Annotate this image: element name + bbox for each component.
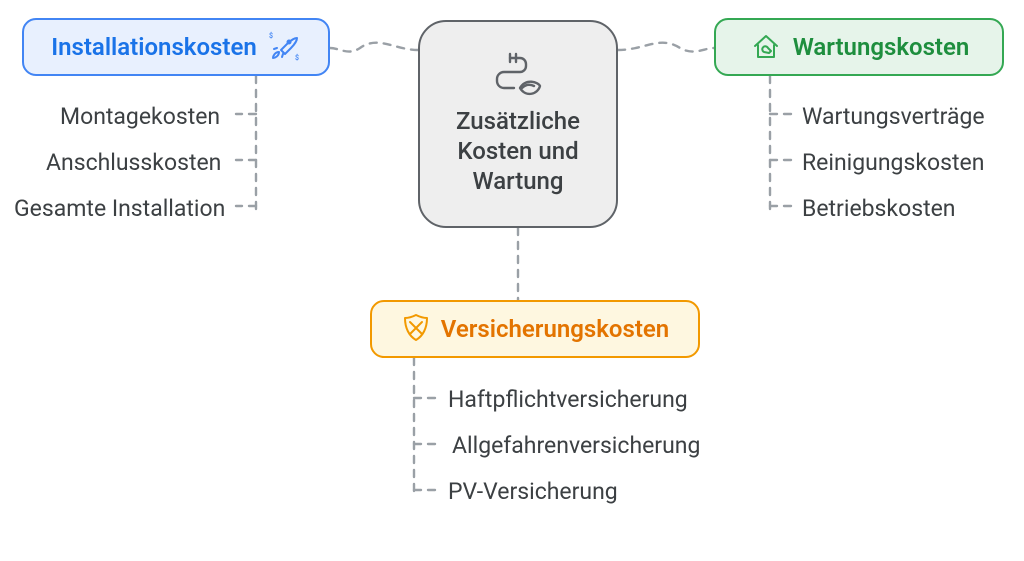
sub-item-insure-2: PV-Versicherung (448, 478, 618, 505)
rocket-icon: $ $ (267, 30, 301, 64)
sub-item-install-1: Anschlusskosten (46, 149, 221, 176)
sub-item-insure-1: Allgefahrenversicherung (452, 432, 700, 459)
sub-item-install-0: Montagekosten (60, 103, 220, 130)
plug-leaf-icon (490, 52, 546, 100)
branch-label-maint: Wartungskosten (793, 33, 970, 61)
sub-item-insure-0: Haftpflichtversicherung (448, 386, 688, 413)
center-node: Zusätzliche Kosten und Wartung (418, 20, 618, 228)
diagram-stage: Zusätzliche Kosten und Wartung Installat… (0, 0, 1024, 561)
connector-center_to_install (330, 43, 418, 52)
sub-item-install-2: Gesamte Installation (14, 195, 225, 222)
shield-icon (401, 312, 431, 346)
center-title-line3: Wartung (456, 166, 580, 196)
svg-text:$: $ (295, 54, 299, 62)
center-title: Zusätzliche Kosten und Wartung (456, 106, 580, 196)
sub-item-maint-2: Betriebskosten (802, 195, 956, 222)
house-wrench-icon (749, 30, 783, 64)
sub-item-maint-1: Reinigungskosten (802, 149, 984, 176)
branch-label-insure: Versicherungskosten (441, 315, 669, 343)
branch-label-install: Installationskosten (51, 33, 257, 61)
connector-center_to_maint (618, 43, 714, 52)
center-title-line2: Kosten und (456, 136, 580, 166)
branch-box-maint: Wartungskosten (714, 18, 1004, 76)
sub-item-maint-0: Wartungsverträge (802, 103, 985, 130)
center-title-line1: Zusätzliche (456, 106, 580, 136)
branch-box-insure: Versicherungskosten (370, 300, 700, 358)
svg-text:$: $ (269, 32, 273, 40)
branch-box-install: Installationskosten $ $ (22, 18, 330, 76)
